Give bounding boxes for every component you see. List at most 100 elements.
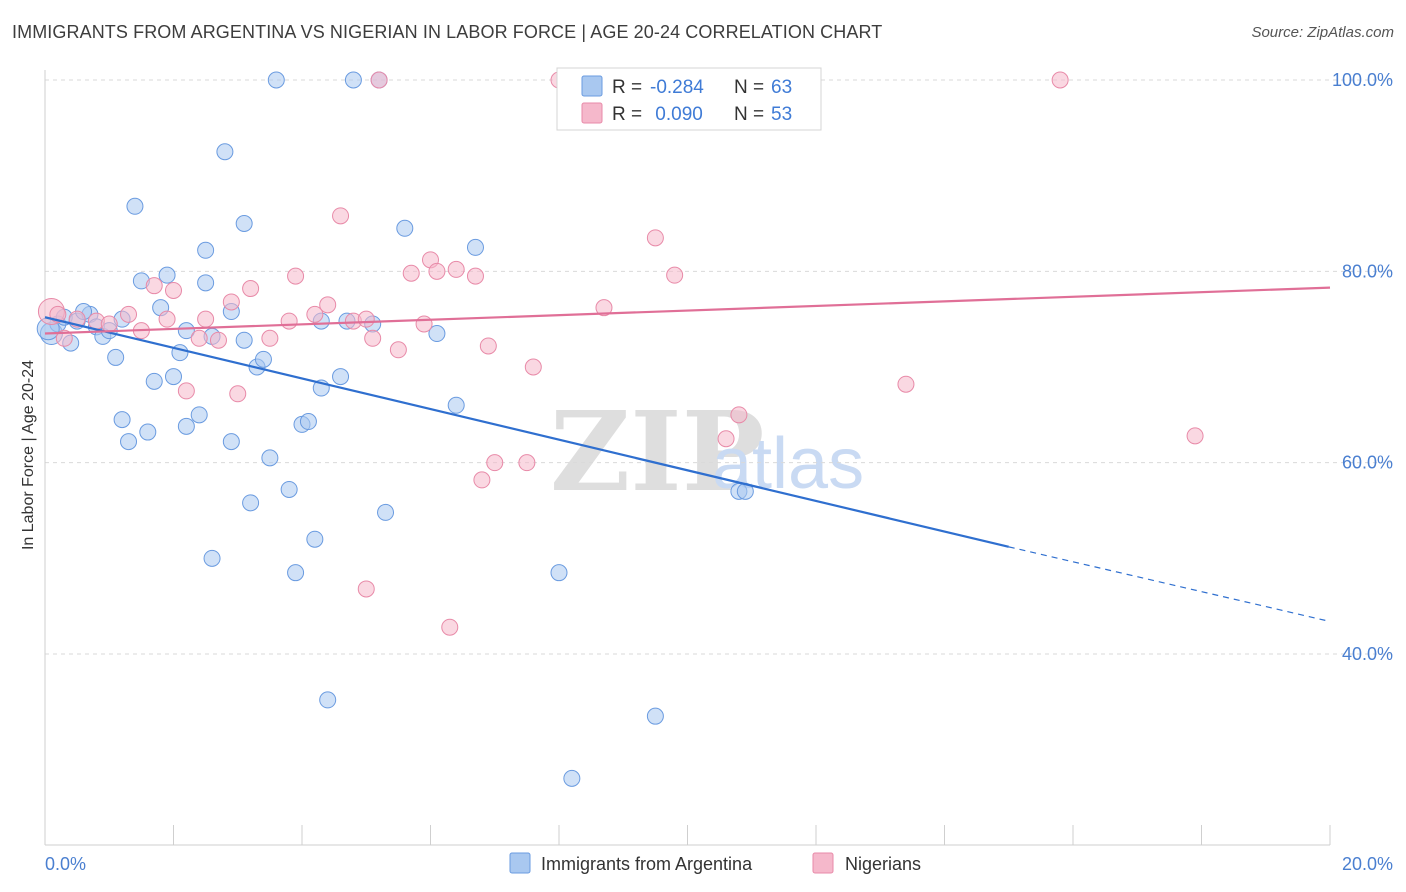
data-point [447, 260, 465, 278]
legend-r-value-argentina: -0.284 [650, 77, 704, 98]
data-point [646, 229, 664, 247]
data-point [126, 197, 144, 215]
data-point [203, 549, 221, 567]
data-point [209, 331, 227, 349]
y-tick-label: 40.0% [1342, 644, 1393, 664]
trend-line [44, 286, 1331, 335]
data-point [595, 299, 613, 317]
data-point [197, 274, 215, 292]
gridlines [45, 79, 1392, 655]
data-point [113, 411, 131, 429]
data-point [177, 417, 195, 435]
data-point [486, 454, 504, 472]
data-point [479, 337, 497, 355]
data-point [280, 480, 298, 498]
data-point [332, 207, 350, 225]
data-point [287, 267, 305, 285]
data-point [216, 143, 234, 161]
data-point [165, 368, 182, 386]
data-point [280, 312, 298, 330]
data-point [666, 266, 684, 284]
data-point [177, 382, 195, 400]
data-point [389, 341, 407, 359]
data-point [306, 530, 324, 548]
data-point [306, 305, 324, 323]
data-point [415, 315, 433, 333]
data-point [1051, 71, 1069, 89]
series-legend-label-argentina: Immigrants from Argentina [541, 854, 753, 874]
data-point [332, 368, 350, 386]
data-point [242, 280, 260, 298]
data-point [197, 241, 215, 259]
data-point [364, 329, 382, 347]
data-point [197, 310, 215, 328]
data-point [447, 396, 465, 414]
data-point [319, 691, 337, 709]
trend-lines [44, 286, 1331, 623]
data-point [402, 264, 420, 282]
series-legend: Immigrants from Argentina Nigerians [509, 852, 921, 874]
data-point [254, 350, 272, 368]
data-point [158, 266, 176, 284]
legend-r-label-argentina: R = [612, 77, 642, 98]
data-point [319, 296, 337, 314]
y-tick-labels: 100.0% 80.0% 60.0% 40.0% [1332, 70, 1393, 664]
data-point [370, 71, 388, 89]
data-point [1186, 427, 1204, 445]
data-point [428, 262, 446, 280]
axes [44, 70, 1331, 846]
data-point [518, 454, 536, 472]
data-point [428, 325, 446, 343]
watermark: ZIP atlas [550, 387, 864, 516]
data-point [344, 71, 362, 89]
data-point [730, 406, 748, 424]
data-point [261, 449, 279, 467]
data-point [299, 413, 317, 431]
data-point [897, 375, 915, 393]
data-point [357, 310, 375, 328]
data-point [524, 358, 542, 376]
data-point [267, 71, 285, 89]
y-tick-label: 100.0% [1332, 70, 1393, 90]
data-point [222, 293, 240, 311]
data-point [235, 215, 253, 232]
data-point [550, 564, 568, 582]
data-point [242, 494, 260, 512]
data-point [100, 315, 118, 333]
y-tick-label: 80.0% [1342, 261, 1393, 281]
data-point [120, 433, 138, 451]
data-point [646, 707, 664, 725]
data-point [473, 471, 491, 489]
data-point [563, 769, 581, 787]
data-point [158, 310, 176, 328]
data-point [139, 423, 157, 441]
legend-n-label-argentina: N = [734, 77, 764, 98]
legend-swatch-nigerians [581, 102, 603, 124]
series-legend-swatch-nigerians [812, 852, 834, 874]
watermark-zip: ZIP [550, 387, 764, 516]
data-point [145, 277, 163, 295]
data-point [229, 385, 247, 403]
x-tick-labels: 0.0% 20.0% [45, 854, 1393, 874]
data-point [165, 281, 182, 299]
series-legend-swatch-argentina [509, 852, 531, 874]
trend-line-extension [1008, 546, 1331, 623]
legend-r-value-nigerians: 0.090 [650, 104, 703, 125]
data-point [717, 430, 735, 448]
data-point [357, 580, 375, 598]
correlation-legend: R = -0.284 N = 63 R = 0.090 N = 53 [556, 67, 822, 131]
data-point [120, 305, 138, 323]
chart-title: IMMIGRANTS FROM ARGENTINA VS NIGERIAN IN… [12, 22, 883, 42]
series-legend-label-nigerians: Nigerians [845, 854, 921, 874]
y-axis-label: In Labor Force | Age 20-24 [20, 360, 37, 550]
legend-swatch-argentina [581, 75, 603, 97]
data-point [190, 329, 208, 347]
legend-n-label-nigerians: N = [734, 104, 764, 125]
data-point [377, 503, 395, 521]
legend-r-label-nigerians: R = [612, 104, 642, 125]
data-point [441, 618, 459, 636]
x-tick-label: 0.0% [45, 854, 86, 874]
data-point [145, 372, 163, 390]
source-label: Source: ZipAtlas.com [1251, 24, 1394, 41]
